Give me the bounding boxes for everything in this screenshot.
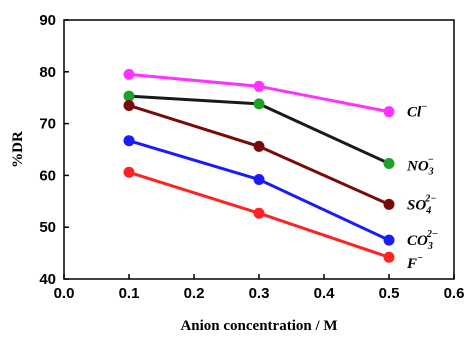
y-tick-label: 40 [39,271,56,288]
y-tick-label: 90 [39,12,56,29]
x-tick-label: 0.1 [119,285,140,302]
series-label-base: SO [407,197,426,213]
data-point [253,207,265,219]
series-label-subscript: 3 [427,241,433,252]
y-tick-label: 60 [39,167,56,184]
data-point [253,174,265,186]
data-point [123,135,135,147]
series-label-base: NO [406,158,429,174]
series-label-base: F [406,256,417,272]
data-point [383,198,395,210]
data-point [383,234,395,246]
x-tick-label: 0.6 [444,285,465,302]
data-point [383,251,395,263]
series-label-subscript: 4 [425,205,431,216]
series-label: NO3− [406,154,434,177]
series-label: CO32− [407,229,438,252]
data-point [383,106,395,118]
x-tick-label: 0.2 [184,285,205,302]
data-point [253,140,265,152]
y-axis-title: %DR [10,131,26,168]
y-tick-label: 80 [39,64,56,81]
series-label: SO42− [407,193,436,216]
y-tick-label: 70 [39,116,56,133]
series-line [128,139,390,242]
data-point [253,98,265,110]
x-tick-label: 0.3 [249,285,270,302]
x-tick-label: 0.4 [314,285,336,302]
x-tick-label: 0.5 [379,285,400,302]
series-label-superscript: − [421,102,427,113]
data-point [123,68,135,80]
series-label-base: Cl [407,105,422,121]
data-point [123,99,135,111]
series-label-subscript: 3 [428,166,434,177]
data-point [253,80,265,92]
series-label: Cl− [407,102,427,121]
y-axis-ticks: 40 50 60 70 80 90 [39,12,69,288]
series-markers [123,68,395,263]
series-labels: Cl−NO3−SO42−CO32−F− [406,102,438,273]
series-label-superscript: − [417,253,423,264]
x-axis-ticks: 0.0 0.1 0.2 0.3 0.4 0.5 0.6 [54,274,465,302]
y-tick-label: 50 [39,219,56,236]
x-tick-label: 0.0 [54,285,75,302]
data-point [123,90,135,102]
data-point [383,157,395,169]
series-label-superscript: − [428,154,434,165]
series-label-superscript: 2− [424,193,436,204]
series-line [128,104,390,206]
x-axis-title: Anion concentration / M [180,318,337,334]
series-label-superscript: 2− [426,229,438,240]
series-label: F− [406,253,423,272]
series-label-base: CO [407,233,428,249]
data-point [123,166,135,178]
